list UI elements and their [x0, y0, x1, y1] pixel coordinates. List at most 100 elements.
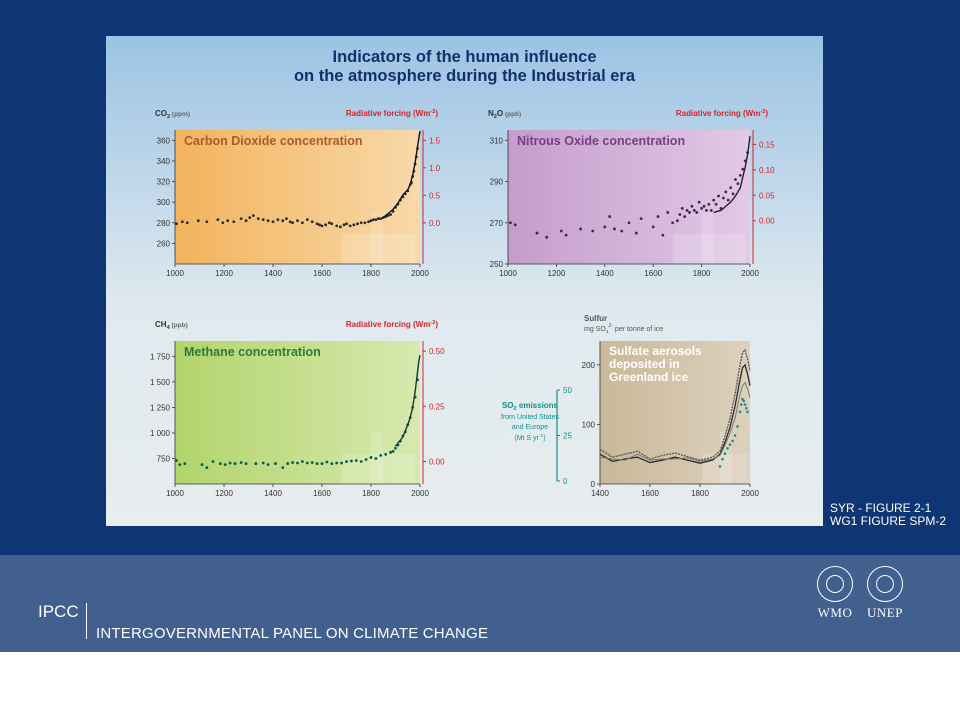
- n2o-forcing-tick-label: 0.05: [759, 191, 775, 200]
- co2-data-point: [335, 224, 339, 228]
- ch4-forcing-tick-label: 0.00: [429, 458, 445, 467]
- co2-data-point: [330, 222, 334, 226]
- co2-x-tick-label: 2000: [411, 269, 429, 278]
- ch4-x-tick-label: 1000: [166, 489, 184, 498]
- ipcc-divider: [86, 603, 87, 639]
- n2o-y-tick-label: 270: [490, 219, 504, 228]
- co2-forcing-tick-label: 1.5: [429, 136, 441, 145]
- co2-data-point: [185, 221, 189, 225]
- co2-data-point: [291, 221, 294, 225]
- ch4-data-point: [369, 456, 373, 459]
- co2-data-point: [252, 214, 255, 217]
- n2o-data-point: [695, 211, 699, 214]
- n2o-data-point: [671, 221, 674, 225]
- n2o-data-point: [707, 202, 711, 206]
- ch4-data-point: [340, 461, 343, 465]
- n2o-plot-area: [508, 130, 750, 264]
- n2o-data-point: [685, 209, 689, 212]
- n2o-data-point: [734, 178, 737, 181]
- n2o-data-point: [692, 209, 696, 212]
- n2o-data-point: [680, 206, 684, 210]
- n2o-data-point: [603, 225, 607, 229]
- n2o-x-tick-label: 1400: [596, 269, 614, 278]
- ch4-x-tick-label: 1600: [313, 489, 331, 498]
- n2o-data-point: [613, 227, 616, 231]
- co2-x-tick-label: 1400: [264, 269, 282, 278]
- n2o-x-tick-label: 1600: [644, 269, 662, 278]
- ch4-data-point: [200, 463, 204, 466]
- co2-data-point: [327, 221, 331, 225]
- so2-axis-tick-label: 0: [563, 477, 568, 486]
- n2o-data-point: [559, 229, 563, 233]
- so2-axis-tick-label: 50: [563, 386, 572, 395]
- co2-instrumental-line: [382, 130, 421, 219]
- co2-data-point: [372, 218, 375, 222]
- n2o-data-point: [726, 198, 730, 202]
- co2-data-point: [285, 217, 288, 221]
- n2o-data-point: [608, 215, 612, 218]
- ch4-data-point: [239, 461, 243, 464]
- co2-background-chimney: [371, 212, 383, 264]
- co2-forcing-tick-label: 0.0: [429, 219, 441, 228]
- ch4-x-tick-label: 1800: [362, 489, 380, 498]
- credit-line-2: WG1 FIGURE SPM-2: [830, 514, 947, 528]
- figure-title: Indicators of the human influence on the…: [106, 48, 823, 86]
- ch4-data-point: [374, 457, 378, 460]
- co2-data-point: [369, 219, 373, 223]
- ch4-data-point: [261, 461, 265, 465]
- co2-forcing-tick-label: 1.0: [429, 164, 441, 173]
- n2o-data-point: [651, 225, 655, 229]
- co2-data-point: [232, 220, 236, 224]
- n2o-data-point: [736, 182, 740, 186]
- n2o-forcing-tick-label: 0.15: [759, 140, 775, 149]
- co2-data-point: [310, 220, 314, 224]
- n2o-data-point: [738, 173, 742, 177]
- so2-axis-tick-label: 25: [563, 432, 572, 441]
- sul-x-tick-label: 1800: [691, 489, 709, 498]
- co2-data-point: [320, 224, 324, 228]
- n2o-data-point: [634, 231, 638, 235]
- so2-data-point: [743, 403, 747, 406]
- sul-series-line: [599, 381, 751, 462]
- ipcc-full-name: INTERGOVERNMENTAL PANEL ON CLIMATE CHANG…: [96, 625, 489, 642]
- sul-y-tick-label: 200: [582, 361, 596, 370]
- sul-y-axis-unit: mg SO42- per tonne of ice: [584, 323, 663, 335]
- ch4-data-point: [354, 459, 358, 462]
- n2o-y-tick-label: 250: [490, 260, 504, 269]
- ch4-data-point: [183, 462, 187, 465]
- ch4-data-point: [228, 461, 232, 465]
- co2-data-point: [345, 222, 348, 226]
- n2o-data-point: [683, 215, 687, 218]
- co2-y-tick-label: 360: [157, 136, 171, 145]
- n2o-data-point: [666, 211, 670, 214]
- co2-data-point: [175, 222, 178, 226]
- co2-data-point: [342, 223, 346, 227]
- co2-data-point: [315, 222, 319, 226]
- n2o-data-point: [709, 209, 713, 212]
- ch4-data-point: [394, 446, 397, 450]
- ch4-y-tick-label: 1 250: [150, 403, 171, 412]
- ch4-data-point: [211, 460, 215, 463]
- footer-band: [0, 555, 960, 652]
- n2o-data-point: [705, 209, 708, 212]
- co2-data-point: [196, 219, 200, 223]
- so2-data-point: [726, 446, 729, 450]
- n2o-forcing-tick-label: 0.10: [759, 166, 775, 175]
- so2-data-point: [723, 452, 727, 456]
- co2-data-point: [256, 217, 260, 221]
- ch4-data-point: [345, 460, 348, 463]
- co2-forcing-label: Radiative forcing (Wm-2): [346, 109, 438, 118]
- ch4-data-point: [391, 449, 395, 453]
- co2-y-tick-label: 320: [157, 178, 171, 187]
- ch4-data-point: [244, 462, 248, 465]
- ch4-data-point: [233, 462, 237, 465]
- sul-series-line: [599, 363, 751, 464]
- sul-x-tick-label: 1600: [641, 489, 659, 498]
- so2-data-point: [731, 439, 734, 443]
- n2o-x-tick-label: 1000: [499, 269, 517, 278]
- co2-forcing-tick-label: 0.5: [429, 191, 441, 200]
- so2-data-point: [721, 457, 724, 461]
- n2o-data-point: [702, 204, 706, 208]
- n2o-x-tick-label: 1800: [693, 269, 711, 278]
- co2-data-point: [271, 220, 275, 224]
